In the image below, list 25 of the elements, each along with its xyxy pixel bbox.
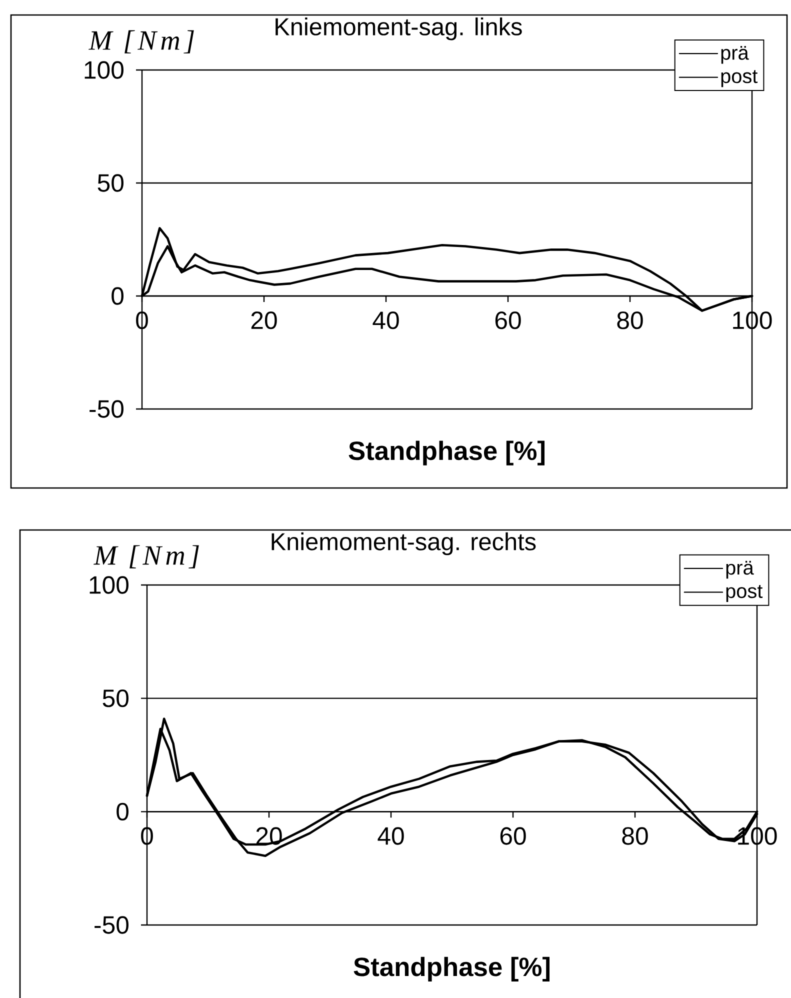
y-tick-label: 50 xyxy=(102,690,128,708)
legend-label: post xyxy=(726,585,763,602)
x-tick-label: 20 xyxy=(251,312,277,330)
x-tick-label: 80 xyxy=(617,312,643,330)
x-tick-label: 60 xyxy=(500,827,526,845)
x-tick-label: 40 xyxy=(378,827,404,845)
y-axis-title: M [Nm] xyxy=(94,545,199,568)
y-tick-label: 100 xyxy=(84,61,124,79)
x-axis-title: Standphase [%] xyxy=(348,440,545,466)
y-tick-label: 0 xyxy=(116,802,129,820)
x-tick-label: 60 xyxy=(495,312,521,330)
x-axis-title: Standphase [%] xyxy=(354,956,550,982)
legend-label: prä xyxy=(721,46,749,64)
y-tick-label: 50 xyxy=(98,174,124,192)
y-tick-label: -50 xyxy=(94,916,128,934)
chart-title: Kniemoment-sag. links xyxy=(276,18,522,40)
y-axis-title: M [Nm] xyxy=(88,30,194,54)
legend-label: post xyxy=(721,70,758,88)
y-tick-label: -50 xyxy=(90,400,124,418)
legend-label: prä xyxy=(726,560,754,579)
chart-title: Kniemoment-sag. rechts xyxy=(272,532,536,556)
x-tick-label: 80 xyxy=(622,827,648,845)
y-tick-label: 0 xyxy=(112,287,124,305)
x-tick-label: 40 xyxy=(372,312,399,330)
y-tick-label: 100 xyxy=(90,576,128,594)
